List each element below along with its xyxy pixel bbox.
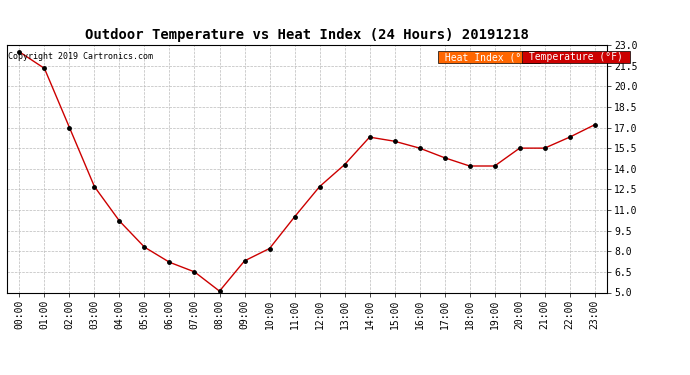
Text: Copyright 2019 Cartronics.com: Copyright 2019 Cartronics.com (8, 53, 152, 62)
Title: Outdoor Temperature vs Heat Index (24 Hours) 20191218: Outdoor Temperature vs Heat Index (24 Ho… (85, 28, 529, 42)
Text: Heat Index (°F): Heat Index (°F) (439, 53, 539, 62)
Text: Temperature (°F): Temperature (°F) (523, 53, 629, 62)
